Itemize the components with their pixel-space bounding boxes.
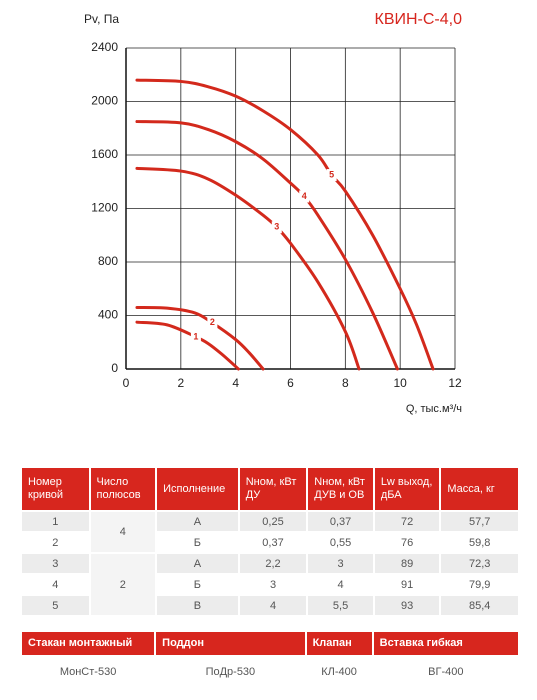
header-cell: Стакан монтажный xyxy=(22,632,155,655)
y-tick-label: 2400 xyxy=(91,40,118,54)
y-tick-label: 1200 xyxy=(91,201,118,215)
table-cell: 91 xyxy=(400,578,414,591)
table-cell: 4 xyxy=(239,596,307,615)
header-cell: Поддон xyxy=(156,632,305,655)
table-cell: 93 xyxy=(374,596,440,615)
performance-table: Номер кривой Число полюсов Исполнение Nном,… xyxy=(20,466,520,617)
table-cell: 3 xyxy=(308,554,373,573)
header-cell: Номер кривой xyxy=(22,468,89,510)
table-row: 4 Б 3 4 91 79,9 xyxy=(22,575,518,594)
curve-label-bg xyxy=(299,190,310,203)
table-cell: 72 xyxy=(374,512,440,531)
table-cell: КЛ-400 xyxy=(321,666,357,678)
y-tick-label: 800 xyxy=(98,254,118,268)
table-cell: 59,8 xyxy=(468,536,491,549)
table-row: 2 Б 0,37 0,55 76 59,8 xyxy=(22,533,518,552)
table-cell: 0,25 xyxy=(239,512,307,531)
header-cell: Nном, кВт ДУВ и ОВ xyxy=(308,468,373,510)
curve-label: 3 xyxy=(274,222,279,232)
header-cell: Масса, кг xyxy=(441,468,518,510)
curve-label-bg xyxy=(190,330,201,343)
x-tick-label: 4 xyxy=(232,376,239,390)
table-cell: 2 xyxy=(52,536,59,549)
table-cell: А xyxy=(157,554,238,573)
table-cell: 5,5 xyxy=(308,596,373,615)
curve-label-bg xyxy=(271,221,282,234)
curve xyxy=(135,166,361,371)
table-cell: Б xyxy=(193,536,202,549)
table-row: 3 2 А 2,2 3 89 72,3 xyxy=(22,554,518,615)
chart-title: КВИН-С-4,0 xyxy=(375,11,463,28)
table-cell: 1 xyxy=(22,512,89,531)
header-cell: Lw выход, дБА xyxy=(374,468,440,510)
table-cell: ПоДр-530 xyxy=(205,666,256,678)
header-cell: Клапан xyxy=(306,632,372,655)
header-cell: Вставка гибкая xyxy=(373,632,518,655)
curve-label: 1 xyxy=(193,331,198,341)
table-cell: 0,37 xyxy=(262,536,284,549)
curve-label-bg xyxy=(326,169,337,182)
x-tick-label: 6 xyxy=(287,376,294,390)
table-cell: 2 xyxy=(90,554,156,615)
curve xyxy=(135,78,435,371)
table-cell: ВГ-400 xyxy=(428,666,464,678)
header-cell: Nном, кВт ДУ xyxy=(239,468,307,510)
curve-label: 4 xyxy=(302,191,307,201)
x-tick-label: 8 xyxy=(342,376,349,390)
header-cell: Исполнение xyxy=(157,468,238,510)
x-tick-label: 12 xyxy=(448,376,462,390)
curve xyxy=(135,320,240,371)
table-cell: 4 xyxy=(90,512,156,552)
table-cell: А xyxy=(157,512,238,531)
header-cell: Число полюсов xyxy=(90,468,156,510)
curve-label-bg xyxy=(207,316,218,329)
accessories-table: Стакан монтажный Поддон Клапан Вставка гибк… xyxy=(20,630,520,689)
chart: КВИН-С-4,0 Pv, Па Q, тыс.м³/ч 0400800120… xyxy=(84,11,463,415)
table-cell: 3 xyxy=(269,578,277,591)
table-cell: Б xyxy=(193,578,202,591)
x-tick-label: 2 xyxy=(177,376,184,390)
table-cell: 2,2 xyxy=(239,554,307,573)
table-cell: 72,3 xyxy=(441,554,518,573)
table-row: 5 В 4 5,5 93 85,4 xyxy=(22,596,518,615)
table-cell: 89 xyxy=(374,554,440,573)
table-cell: В xyxy=(157,596,238,615)
table-cell: 57,7 xyxy=(441,512,518,531)
table-cell: 4 xyxy=(52,578,59,591)
table-cell: 3 xyxy=(22,554,89,573)
curve-label: 5 xyxy=(329,169,334,179)
table-cell: 85,4 xyxy=(441,596,518,615)
table-cell: 79,9 xyxy=(468,578,491,591)
table-cell: 76 xyxy=(400,536,414,549)
table-cell: 5 xyxy=(22,596,89,615)
y-tick-label: 400 xyxy=(98,308,118,322)
y-tick-label: 2000 xyxy=(91,94,118,108)
curve-label: 2 xyxy=(210,317,215,327)
y-tick-label: 1600 xyxy=(91,147,118,161)
table-row: 1 4 А 0,25 0,37 72 57,7 xyxy=(22,512,518,552)
table-cell: МонСт-530 xyxy=(59,666,117,678)
x-tick-label: 0 xyxy=(123,376,130,390)
table-cell: 0,55 xyxy=(329,536,352,549)
x-tick-label: 10 xyxy=(393,376,407,390)
y-axis-label: Pv, Па xyxy=(84,12,119,26)
x-axis-label: Q, тыс.м³/ч xyxy=(406,403,462,415)
table-cell: 0,37 xyxy=(308,512,373,531)
curve xyxy=(135,120,399,371)
y-tick-label: 0 xyxy=(111,361,118,375)
table-cell: 4 xyxy=(337,578,344,591)
